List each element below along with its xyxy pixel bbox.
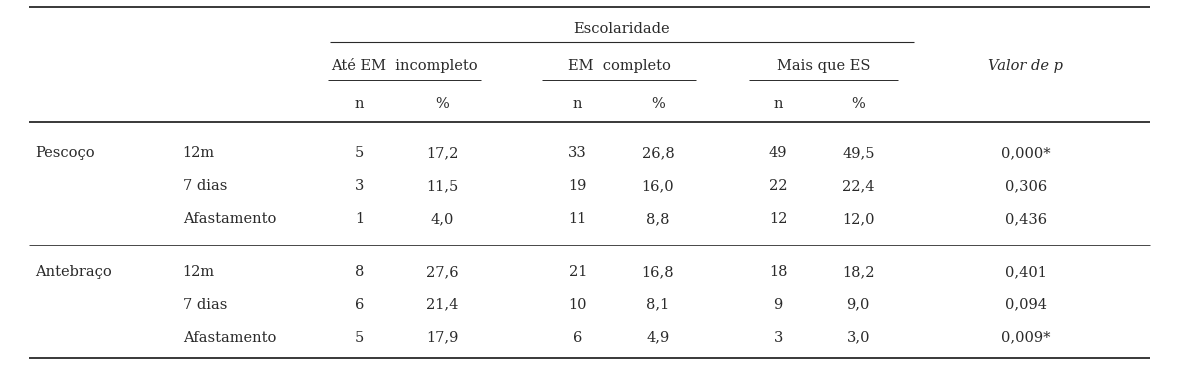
Text: 16,8: 16,8 (641, 265, 674, 279)
Text: 4,9: 4,9 (646, 331, 670, 345)
Text: 0,306: 0,306 (1005, 179, 1047, 193)
Text: Escolaridade: Escolaridade (574, 22, 670, 36)
Text: Valor de p: Valor de p (988, 59, 1063, 73)
Text: n: n (573, 97, 582, 111)
Text: 8: 8 (355, 265, 364, 279)
Text: 6: 6 (573, 331, 582, 345)
Text: 12m: 12m (183, 146, 215, 160)
Text: 21: 21 (568, 265, 587, 279)
Text: 0,401: 0,401 (1005, 265, 1047, 279)
Text: Afastamento: Afastamento (183, 331, 276, 345)
Text: Afastamento: Afastamento (183, 212, 276, 226)
Text: %: % (851, 97, 865, 111)
Text: 8,1: 8,1 (646, 298, 670, 312)
Text: 8,8: 8,8 (646, 212, 670, 226)
Text: Até EM  incompleto: Até EM incompleto (331, 58, 477, 73)
Text: 1: 1 (355, 212, 364, 226)
Text: 3,0: 3,0 (847, 331, 870, 345)
Text: 9: 9 (773, 298, 783, 312)
Text: 16,0: 16,0 (641, 179, 674, 193)
Text: 17,2: 17,2 (426, 146, 459, 160)
Text: 17,9: 17,9 (426, 331, 459, 345)
Text: 9,0: 9,0 (847, 298, 870, 312)
Text: 12: 12 (769, 212, 788, 226)
Text: n: n (773, 97, 783, 111)
Text: 26,8: 26,8 (641, 146, 674, 160)
Text: 3: 3 (773, 331, 783, 345)
Text: 12m: 12m (183, 265, 215, 279)
Text: 22: 22 (769, 179, 788, 193)
Text: 0,000*: 0,000* (1001, 146, 1050, 160)
Text: n: n (355, 97, 364, 111)
Text: 11,5: 11,5 (426, 179, 459, 193)
Text: 22,4: 22,4 (842, 179, 875, 193)
Text: 0,436: 0,436 (1005, 212, 1047, 226)
Text: 27,6: 27,6 (426, 265, 459, 279)
Text: %: % (435, 97, 449, 111)
Text: 49,5: 49,5 (842, 146, 875, 160)
Text: 12,0: 12,0 (842, 212, 875, 226)
Text: 21,4: 21,4 (426, 298, 459, 312)
Text: 33: 33 (568, 146, 587, 160)
Text: 49: 49 (769, 146, 788, 160)
Text: EM  completo: EM completo (567, 59, 671, 73)
Text: 19: 19 (568, 179, 587, 193)
Text: 0,009*: 0,009* (1001, 331, 1050, 345)
Text: 0,094: 0,094 (1005, 298, 1047, 312)
Text: 7 dias: 7 dias (183, 298, 228, 312)
Text: 11: 11 (568, 212, 587, 226)
Text: Antebraço: Antebraço (35, 265, 112, 279)
Text: 10: 10 (568, 298, 587, 312)
Text: Pescoço: Pescoço (35, 146, 95, 160)
Text: 18,2: 18,2 (842, 265, 875, 279)
Text: 4,0: 4,0 (430, 212, 454, 226)
Text: 7 dias: 7 dias (183, 179, 228, 193)
Text: 6: 6 (355, 298, 364, 312)
Text: %: % (651, 97, 665, 111)
Text: 18: 18 (769, 265, 788, 279)
Text: 3: 3 (355, 179, 364, 193)
Text: 5: 5 (355, 331, 364, 345)
Text: 5: 5 (355, 146, 364, 160)
Text: Mais que ES: Mais que ES (777, 59, 870, 73)
